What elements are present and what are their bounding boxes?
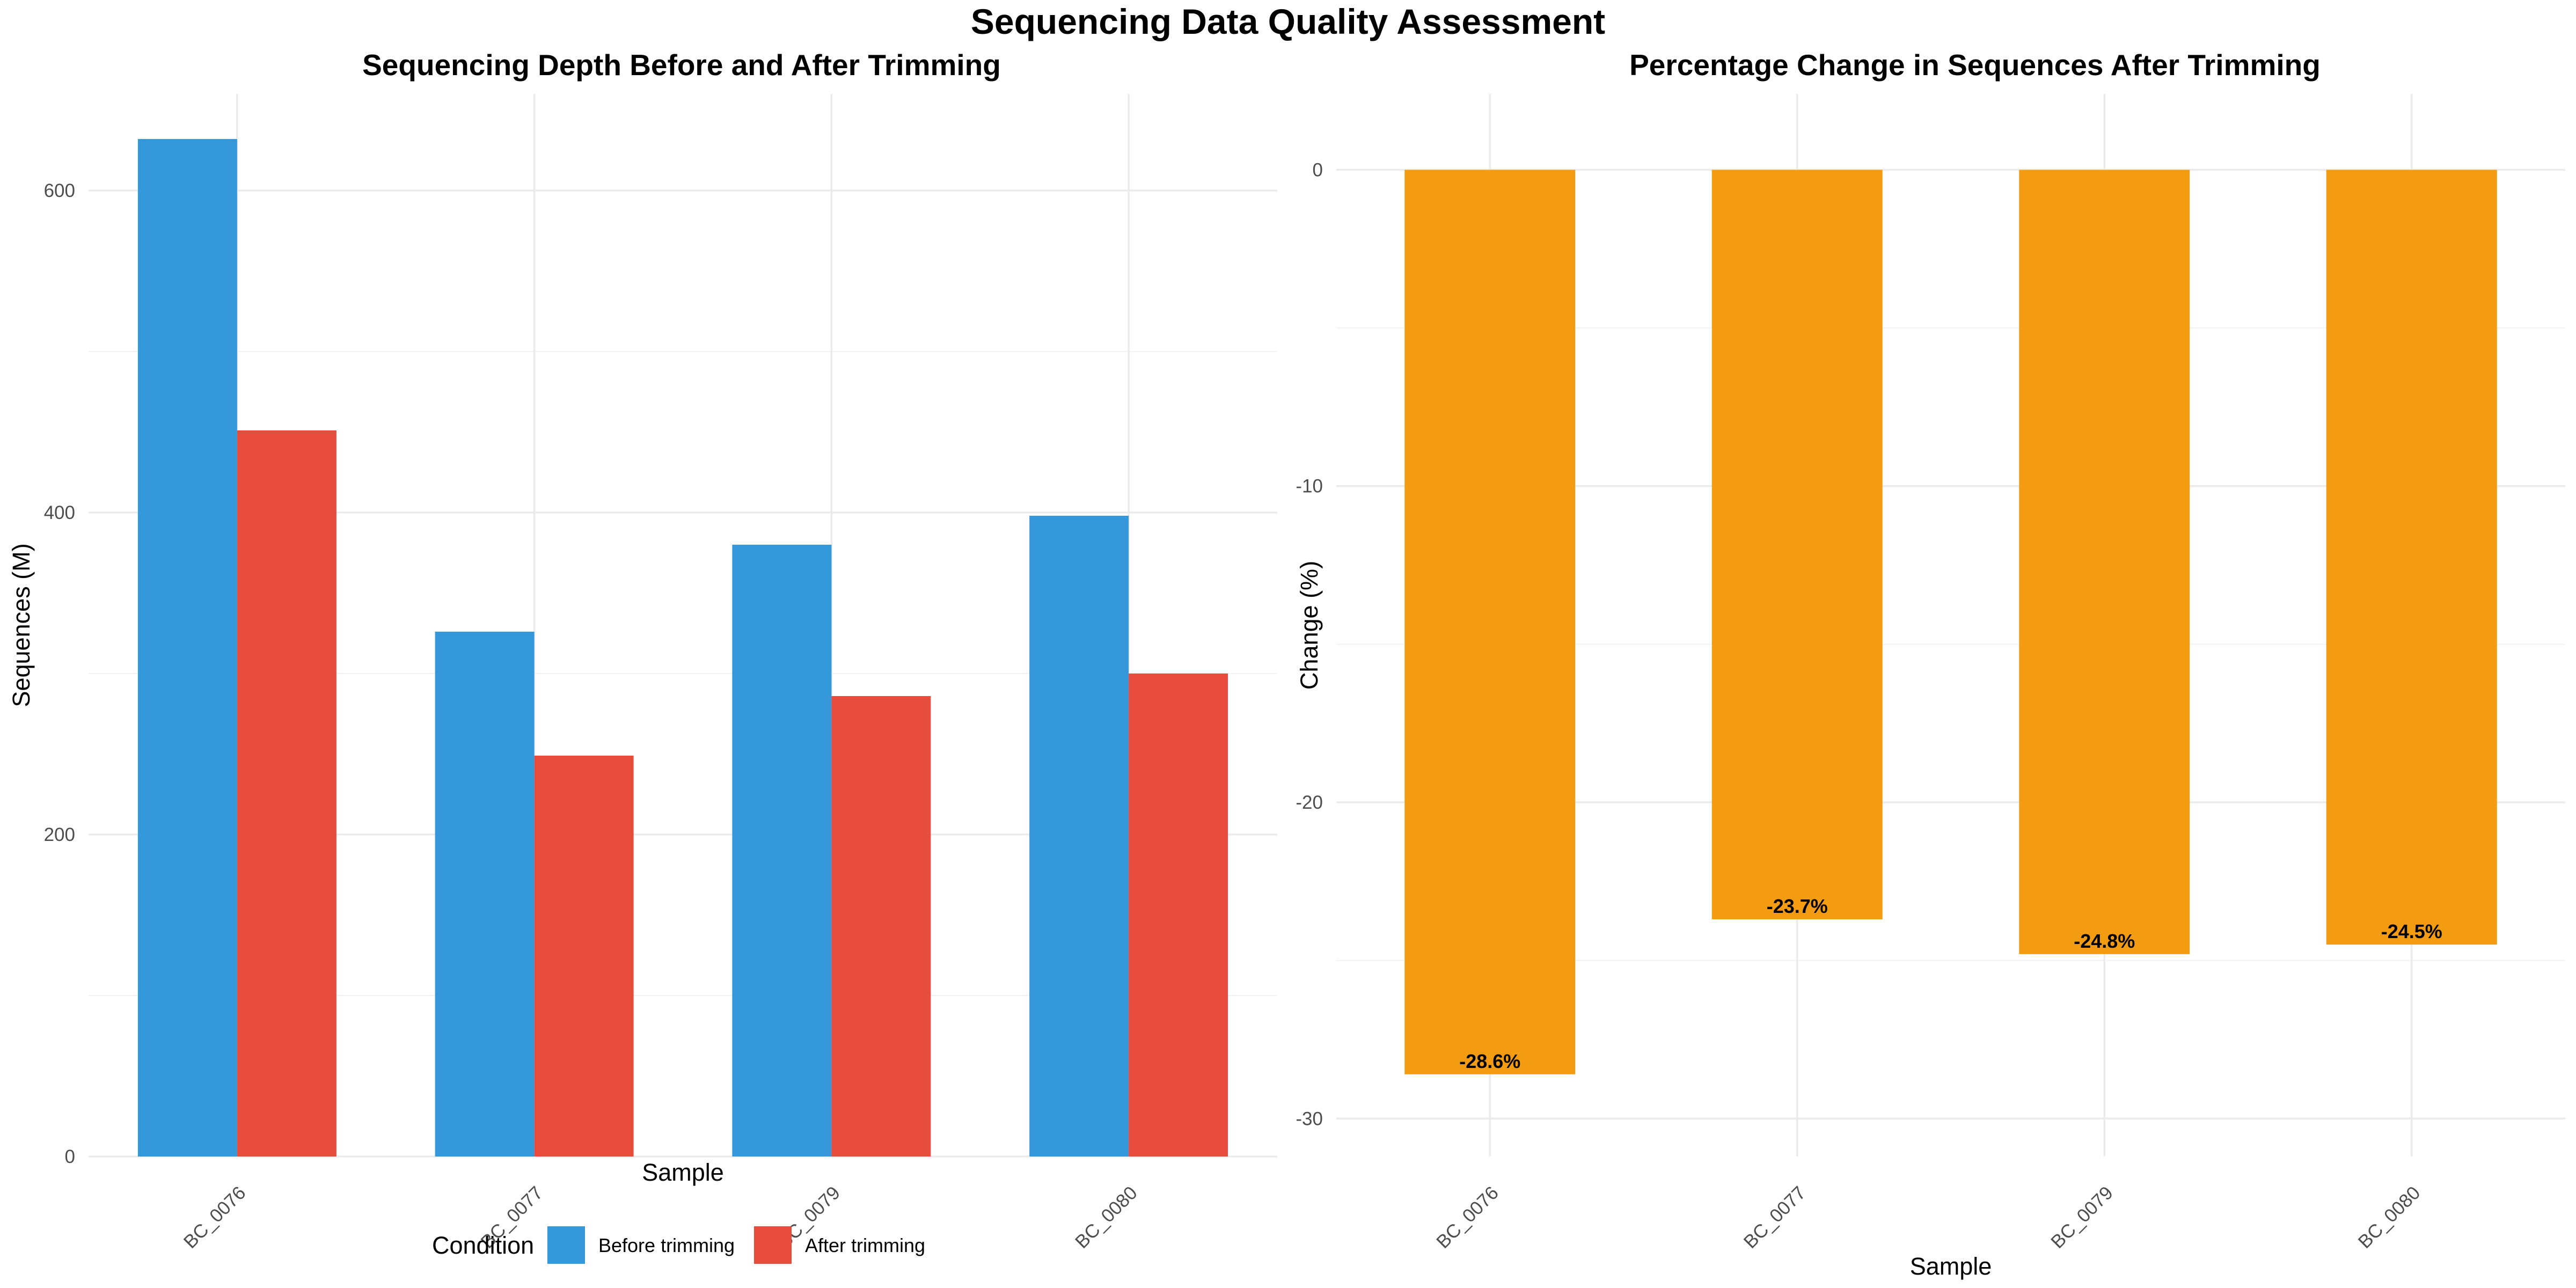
bar-change [2326,170,2497,945]
bar-after-trimming [1129,674,1228,1157]
y-axis-label: Sequences (M) [8,543,35,707]
bar-before-trimming [435,632,535,1157]
data-label: -24.8% [2074,930,2135,952]
bar-before-trimming [732,545,832,1157]
x-tick-label: BC_0077 [1740,1182,1810,1253]
legend-swatch-before [547,1226,585,1264]
bar-change [1711,170,1883,920]
x-tick-label: BC_0076 [1432,1182,1503,1253]
bar-after-trimming [831,696,931,1157]
legend-label: After trimming [805,1234,925,1256]
y-tick-label: 0 [65,1146,75,1167]
y-tick-label: 0 [1313,159,1323,180]
x-tick-label: BC_0080 [2354,1182,2425,1253]
y-axis-label: Change (%) [1296,561,1323,690]
y-tick-label: 400 [44,502,75,523]
bar-before-trimming [1029,516,1129,1157]
y-tick-label: -10 [1296,476,1323,497]
bar-before-trimming [137,139,237,1157]
data-label: -23.7% [1767,895,1828,917]
x-tick-label: BC_0080 [1071,1182,1141,1253]
x-tick-label: BC_0079 [2047,1182,2117,1253]
x-axis-label: Sample [642,1159,724,1186]
x-tick-label: BC_0076 [180,1182,250,1253]
y-tick-label: 600 [44,180,75,201]
bar-after-trimming [534,756,634,1157]
y-tick-label: -20 [1296,792,1323,813]
figure-title: Sequencing Data Quality Assessment [970,2,1606,41]
bar-change [2019,170,2190,954]
x-axis-label: Sample [1910,1253,1992,1280]
legend-title: Condition [432,1232,534,1259]
chart-title: Percentage Change in Sequences After Tri… [1629,48,2321,82]
y-tick-label: 200 [44,824,75,845]
legend-label: Before trimming [598,1234,735,1256]
chart-title: Sequencing Depth Before and After Trimmi… [362,48,1001,82]
bar-change [1404,170,1576,1074]
y-tick-label: -30 [1296,1108,1323,1129]
data-label: -24.5% [2381,920,2442,942]
bar-after-trimming [237,430,336,1157]
legend-swatch-after [754,1226,792,1264]
data-label: -28.6% [1459,1050,1520,1072]
